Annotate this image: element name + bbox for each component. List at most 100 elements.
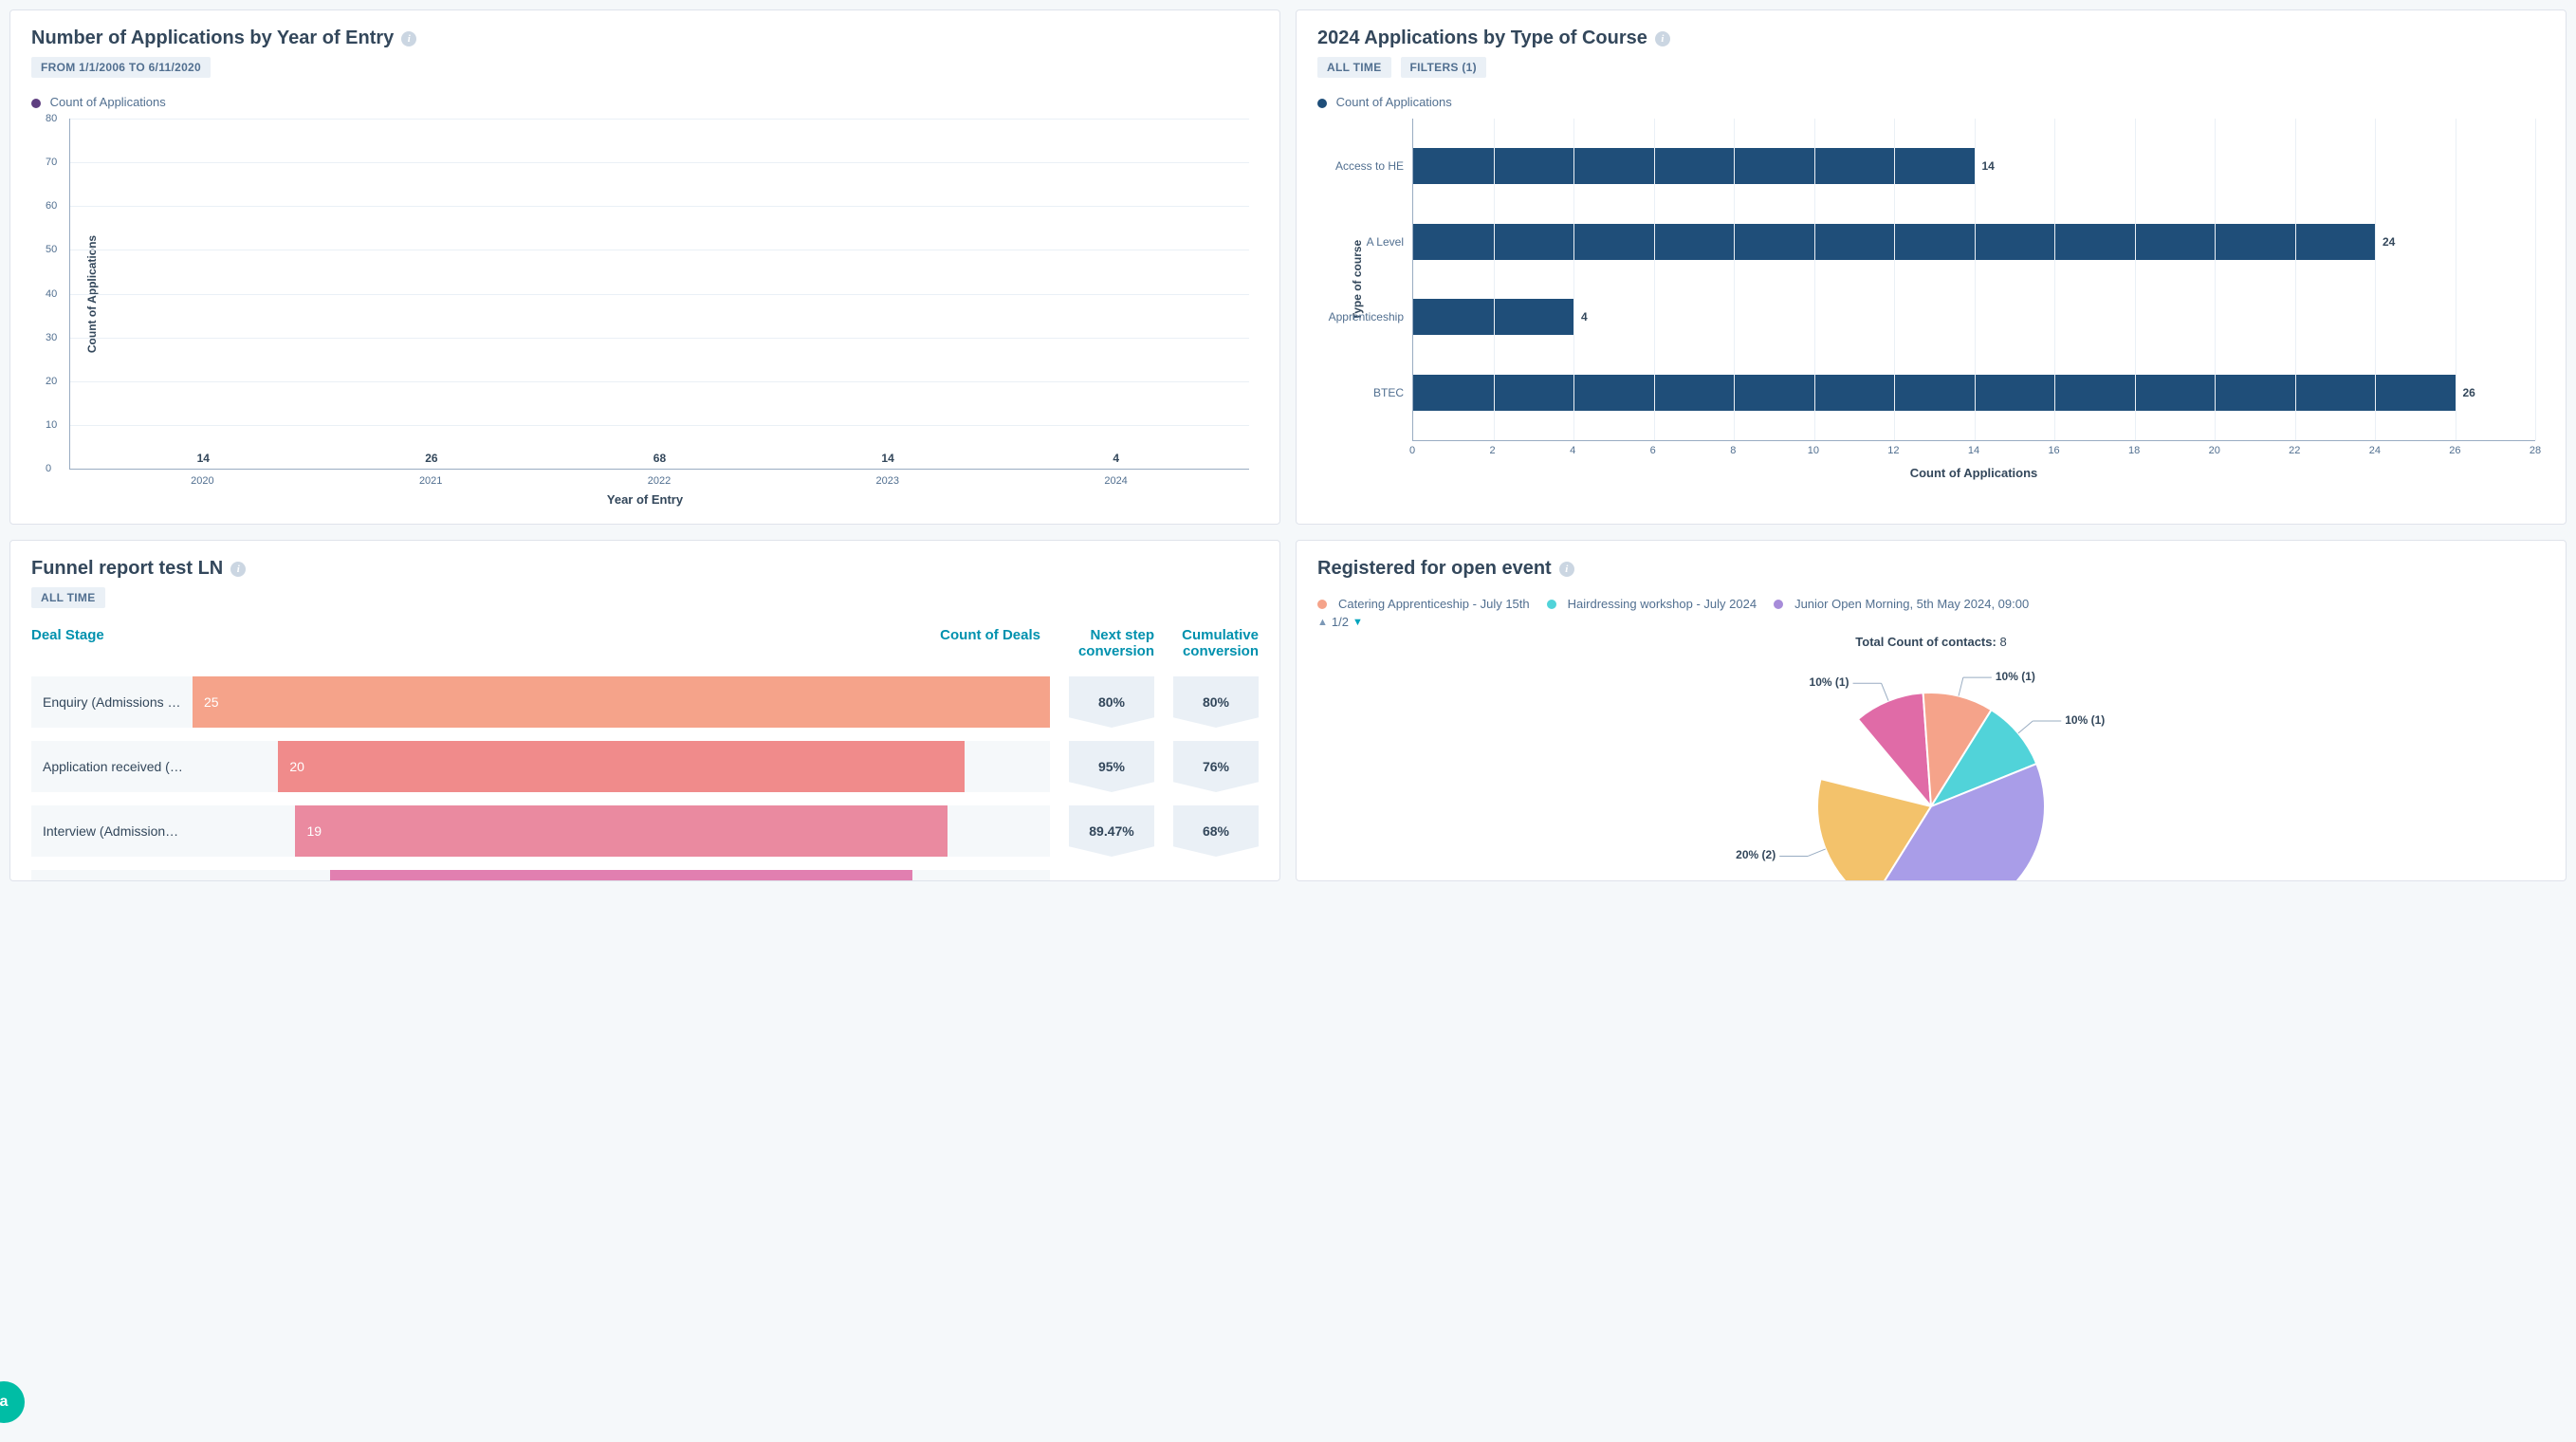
legend-label: Hairdressing workshop - July 2024: [1568, 597, 1757, 611]
funnel-next-conv: 95%: [1069, 741, 1154, 792]
x-tick: 2024: [1088, 475, 1145, 487]
x-tick: 2021: [402, 475, 459, 487]
col-next[interactable]: Next step conversion: [1050, 627, 1154, 659]
card-title: Funnel report test LN i: [31, 558, 1259, 580]
filter-chip-filters[interactable]: FILTERS (1): [1401, 57, 1486, 78]
x-tick: 10: [1808, 445, 1819, 456]
x-tick: 2022: [631, 475, 688, 487]
funnel-next-conv: 89.47%: [1069, 805, 1154, 857]
x-axis-label: Year of Entry: [31, 492, 1259, 507]
x-tick: 26: [2449, 445, 2460, 456]
funnel-bar-area: 17: [193, 870, 1050, 881]
pager-next-icon[interactable]: ▼: [1352, 617, 1363, 628]
funnel-stage-label: Application received (…: [31, 741, 193, 792]
funnel-bar[interactable]: 20: [278, 741, 964, 792]
funnel-bar-area: 20: [193, 741, 1050, 792]
funnel-bar[interactable]: 25: [193, 676, 1050, 728]
y-tick: 0: [46, 463, 51, 474]
x-tick: 2020: [174, 475, 230, 487]
y-tick: 60: [46, 200, 57, 212]
bar[interactable]: 14: [175, 452, 231, 469]
category-label: Apprenticeship: [1329, 310, 1404, 324]
legend-dot: [1317, 99, 1327, 108]
info-icon[interactable]: i: [401, 31, 416, 46]
funnel-bar-area: 19: [193, 805, 1050, 857]
pie-total-label: Total Count of contacts:: [1855, 635, 1996, 649]
x-tick: 20: [2209, 445, 2220, 456]
funnel-row: Interview (Admission…1989.47%68%: [31, 805, 1259, 857]
bar-value-label: 14: [197, 452, 210, 465]
x-tick: 14: [1968, 445, 1979, 456]
title-text: Registered for open event: [1317, 558, 1552, 580]
title-text: 2024 Applications by Type of Course: [1317, 28, 1647, 49]
funnel-bar[interactable]: 17: [330, 870, 913, 881]
legend-item[interactable]: Catering Apprenticeship - July 15th: [1317, 597, 1530, 611]
x-tick: 22: [2289, 445, 2300, 456]
bar-chart-area: Count of Applications 142668144 01020304…: [69, 119, 1249, 470]
filter-chip-date[interactable]: FROM 1/1/2006 TO 6/11/2020: [31, 57, 211, 78]
pie-slice-label: 10% (1): [1810, 675, 1849, 689]
y-tick: 30: [46, 332, 57, 343]
funnel-row: Enquiry (Admissions …2580%80%: [31, 676, 1259, 728]
funnel-bar[interactable]: 19: [295, 805, 947, 857]
funnel-bar-area: 25: [193, 676, 1050, 728]
funnel-cumulative-conv: 80%: [1173, 676, 1259, 728]
x-tick: 2023: [859, 475, 916, 487]
pie-total-value: 8: [1999, 635, 2006, 649]
bar-value-label: 4: [1581, 310, 1588, 324]
pie-slice[interactable]: [1858, 693, 1931, 806]
legend-dot: [1547, 600, 1556, 609]
help-fab[interactable]: a: [0, 1381, 25, 1423]
bar[interactable]: 4: [1088, 452, 1145, 469]
legend-item[interactable]: Hairdressing workshop - July 2024: [1547, 597, 1757, 611]
bar[interactable]: 26: [403, 452, 460, 469]
funnel-header: Deal Stage Count of Deals Next step conv…: [31, 627, 1259, 659]
x-ticks: 0246810121416182022242628: [1412, 445, 2535, 460]
x-tick: 12: [1887, 445, 1899, 456]
x-tick: 4: [1570, 445, 1575, 456]
title-text: Funnel report test LN: [31, 558, 223, 580]
pager-text: 1/2: [1332, 615, 1349, 629]
x-tick: 16: [2048, 445, 2059, 456]
pie-slice-label: 10% (1): [2065, 713, 2105, 727]
bar-value-label: 68: [653, 452, 666, 465]
funnel-stage-label: Enquiry (Admissions …: [31, 676, 193, 728]
x-tick: 2: [1490, 445, 1496, 456]
legend-dot: [1774, 600, 1783, 609]
bar-value-label: 26: [2463, 386, 2475, 399]
fab-icon: a: [0, 1394, 8, 1411]
legend-item[interactable]: Junior Open Morning, 5th May 2024, 09:00: [1774, 597, 2029, 611]
col-cumulative[interactable]: Cumulative conversion: [1154, 627, 1259, 659]
bar[interactable]: 14: [859, 452, 916, 469]
legend-dot: [1317, 600, 1327, 609]
chart-legend: Count of Applications: [31, 95, 1259, 109]
card-applications-by-year: Number of Applications by Year of Entry …: [9, 9, 1280, 525]
pie-slice-label: 10% (1): [1996, 670, 2035, 683]
category-label: BTEC: [1373, 386, 1404, 399]
info-icon[interactable]: i: [230, 562, 246, 577]
pie-total: Total Count of contacts: 8: [1317, 635, 2545, 649]
filter-chip-alltime[interactable]: ALL TIME: [31, 587, 105, 608]
x-tick: 18: [2128, 445, 2140, 456]
funnel-row: Assessment (Admissi…17: [31, 870, 1259, 881]
chart-grid: Access to HE14A Level24Apprenticeship4BT…: [1412, 119, 2535, 441]
funnel-cumulative-conv: 76%: [1173, 741, 1259, 792]
filter-chip-alltime[interactable]: ALL TIME: [1317, 57, 1391, 78]
bar-value-label: 26: [425, 452, 437, 465]
legend-dot: [31, 99, 41, 108]
info-icon[interactable]: i: [1655, 31, 1670, 46]
legend-item: Count of Applications: [1317, 95, 1452, 109]
bar[interactable]: 68: [631, 452, 688, 469]
legend-label: Count of Applications: [50, 95, 166, 109]
pie-legend: Catering Apprenticeship - July 15th Haird…: [1317, 597, 2545, 611]
card-open-event: Registered for open event i Catering App…: [1296, 540, 2567, 881]
card-title: Number of Applications by Year of Entry …: [31, 28, 1259, 49]
card-applications-by-course: 2024 Applications by Type of Course i AL…: [1296, 9, 2567, 525]
col-stage[interactable]: Deal Stage: [31, 627, 193, 659]
x-tick: 0: [1409, 445, 1415, 456]
pager-prev-icon[interactable]: ▲: [1317, 617, 1328, 628]
x-axis-label: Count of Applications: [1403, 466, 2545, 480]
info-icon[interactable]: i: [1559, 562, 1574, 577]
card-title: Registered for open event i: [1317, 558, 2545, 580]
col-count[interactable]: Count of Deals: [193, 627, 1050, 659]
